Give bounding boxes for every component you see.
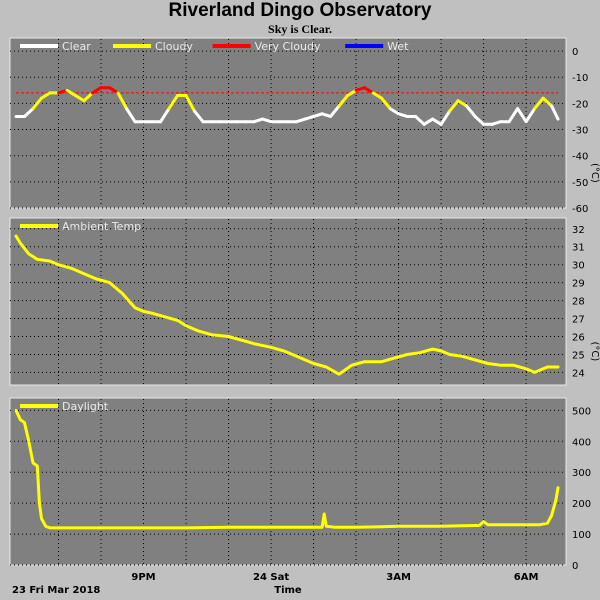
y-axis-label: (°C) [589, 342, 600, 362]
y-tick-label: 25 [572, 350, 585, 361]
y-tick-label: -10 [572, 73, 588, 84]
sky-series-segment [91, 86, 103, 95]
sky-series-segment [541, 96, 554, 108]
y-tick-label: 32 [572, 225, 585, 236]
y-tick-label: 27 [572, 315, 585, 326]
y-tick-label: 0 [572, 47, 578, 58]
y-tick-label: 400 [572, 437, 591, 448]
legend-label: Clear [62, 40, 91, 53]
y-tick-label: 100 [572, 530, 591, 541]
sky-series-segment [473, 114, 486, 126]
y-tick-label: -50 [572, 178, 588, 189]
sky-series-segment [533, 96, 545, 111]
sky-series-segment [31, 96, 44, 111]
legend-label: Cloudy [155, 40, 193, 53]
sky-series-segment [116, 91, 129, 111]
series-line-daylight [14, 408, 560, 530]
plot-area [9, 217, 567, 386]
x-tick-label: 24 Sat [253, 572, 289, 583]
sky-series-segment [329, 104, 341, 118]
plot-area [9, 397, 567, 566]
sky-series-segment [524, 107, 537, 124]
y-tick-label: 300 [572, 468, 591, 479]
sky-series-segment [82, 91, 95, 103]
sky-series-segment [23, 107, 35, 118]
panel-ambient: 24 25 26 27 28 29 30 31 32 (°C) Ambient Temp [9, 217, 600, 386]
panel-daylight: 0 100 200 300 400 500 Daylight [9, 397, 591, 572]
y-tick-label: -60 [572, 204, 588, 215]
sky-series-segment [431, 117, 443, 126]
y-tick-label: -20 [572, 99, 588, 110]
sky-series-segment [65, 88, 78, 98]
y-tick-label: -40 [572, 152, 588, 163]
legend-label: Very Cloudy [255, 40, 321, 53]
y-axis-label: (°C) [589, 163, 600, 183]
sky-series-segment [507, 107, 520, 124]
y-tick-label: 200 [572, 499, 591, 510]
sky-series-segment [108, 86, 120, 95]
sky-series-segment [414, 114, 426, 126]
sky-series-segment [167, 94, 180, 111]
sky-series-segment [337, 94, 350, 108]
series-line-ambient [14, 234, 560, 376]
sky-series-segment [448, 99, 460, 113]
sky-series-segment [516, 107, 528, 124]
sky-series-segment [439, 109, 452, 126]
legend-label: Daylight [62, 400, 109, 413]
chart-title: Riverland Dingo Observatory [168, 0, 432, 21]
sky-series-segment [456, 99, 469, 108]
sky-series-segment [184, 94, 197, 113]
y-tick-label: 24 [572, 368, 585, 379]
y-tick-label: -30 [572, 126, 588, 137]
x-tick-label: 9PM [131, 572, 155, 583]
y-tick-label: 500 [572, 406, 591, 417]
sky-series-segment [371, 91, 384, 100]
sky-series-segment [422, 117, 435, 126]
panel-sky: 0 -10 -20 -30 -40 -50 -60 (°C) Clear Cloudy Very C… [9, 37, 600, 215]
sky-series-segment [125, 107, 137, 124]
sky-series-segment [388, 107, 401, 116]
sky-series-segment [363, 86, 375, 95]
y-tick-label: 28 [572, 297, 585, 308]
sky-status: Sky is Clear. [268, 22, 332, 36]
legend-label: Ambient Temp [62, 220, 141, 233]
x-tick-label: 3AM [386, 572, 411, 583]
y-tick-label: 26 [572, 333, 585, 344]
sky-series-segment [193, 109, 205, 124]
x-tick-label: 6AM [514, 572, 539, 583]
sky-series-segment [159, 107, 171, 124]
sky-series-segment [346, 88, 358, 98]
x-axis-label: Time [274, 585, 302, 596]
y-tick-label: 30 [572, 261, 585, 272]
sky-series-segment [380, 96, 392, 111]
sky-series-segment [465, 104, 477, 118]
y-tick-label: 31 [572, 243, 585, 254]
sky-series-segment [74, 94, 86, 103]
y-tick-label: 0 [572, 561, 578, 572]
sky-series-segment [550, 104, 560, 121]
legend-label: Wet [387, 40, 409, 53]
sky-series-segment [40, 91, 52, 100]
y-tick-label: 29 [572, 279, 585, 290]
date-label: 23 Fri Mar 2018 [12, 585, 100, 596]
